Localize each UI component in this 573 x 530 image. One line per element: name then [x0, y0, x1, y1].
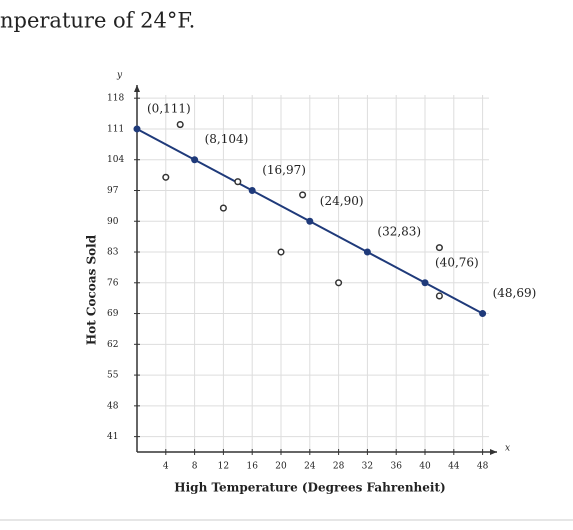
- x-tick-label: 20: [275, 462, 287, 472]
- x-axis-label: High Temperature (Degrees Fahrenheit): [174, 481, 445, 495]
- x-tick-label: 40: [419, 462, 431, 472]
- y-tick-label: 55: [107, 371, 119, 381]
- y-axis-label: Hot Cocoas Sold: [85, 234, 99, 345]
- x-tick-label: 24: [304, 462, 316, 472]
- line-point: [421, 279, 429, 287]
- y-tick-label: 69: [107, 309, 119, 319]
- question-text: nperature of 24°F.: [0, 9, 195, 33]
- y-tick-label: 104: [107, 155, 124, 165]
- point-label: (32,83): [377, 225, 421, 239]
- y-tick-label: 83: [107, 248, 119, 258]
- line-point: [191, 156, 199, 164]
- line-point: [479, 310, 487, 318]
- line-point: [133, 125, 141, 133]
- point-label: (40,76): [435, 255, 479, 269]
- line-point: [306, 217, 314, 225]
- x-arrow: [490, 449, 497, 455]
- data-point: [219, 204, 227, 212]
- point-label: (24,90): [320, 194, 364, 208]
- point-label: (48,69): [493, 286, 537, 300]
- data-point: [234, 178, 242, 186]
- point-label: (0,111): [147, 101, 191, 115]
- point-label: (16,97): [262, 163, 306, 177]
- data-point: [435, 244, 443, 252]
- y-axis-symbol: y: [116, 71, 123, 81]
- y-tick-label: 111: [107, 124, 124, 134]
- y-tick-label: 118: [107, 94, 124, 104]
- data-point: [176, 121, 184, 129]
- y-tick-label: 90: [107, 217, 119, 227]
- y-tick-label: 97: [107, 186, 119, 196]
- x-tick-label: 32: [362, 462, 373, 472]
- line-point: [248, 186, 256, 194]
- y-tick-label: 48: [107, 401, 119, 411]
- data-point: [277, 248, 285, 256]
- x-tick-label: 4: [163, 462, 169, 472]
- x-axis-symbol: x: [505, 444, 510, 454]
- data-point: [435, 292, 443, 300]
- data-point: [162, 173, 170, 181]
- x-tick-label: 16: [246, 462, 258, 472]
- x-tick-label: 12: [218, 462, 229, 472]
- y-tick-label: 62: [107, 340, 118, 350]
- x-tick-label: 28: [333, 462, 345, 472]
- data-point: [299, 191, 307, 199]
- line-point: [363, 248, 371, 256]
- y-tick-label: 41: [107, 432, 118, 442]
- x-tick-label: 48: [477, 462, 489, 472]
- x-tick-label: 44: [448, 462, 460, 472]
- x-tick-label: 36: [390, 462, 402, 472]
- y-tick-label: 76: [107, 278, 119, 288]
- data-point: [335, 279, 343, 287]
- point-label: (8,104): [205, 132, 249, 146]
- x-tick-label: 8: [192, 462, 198, 472]
- y-arrow: [134, 85, 140, 92]
